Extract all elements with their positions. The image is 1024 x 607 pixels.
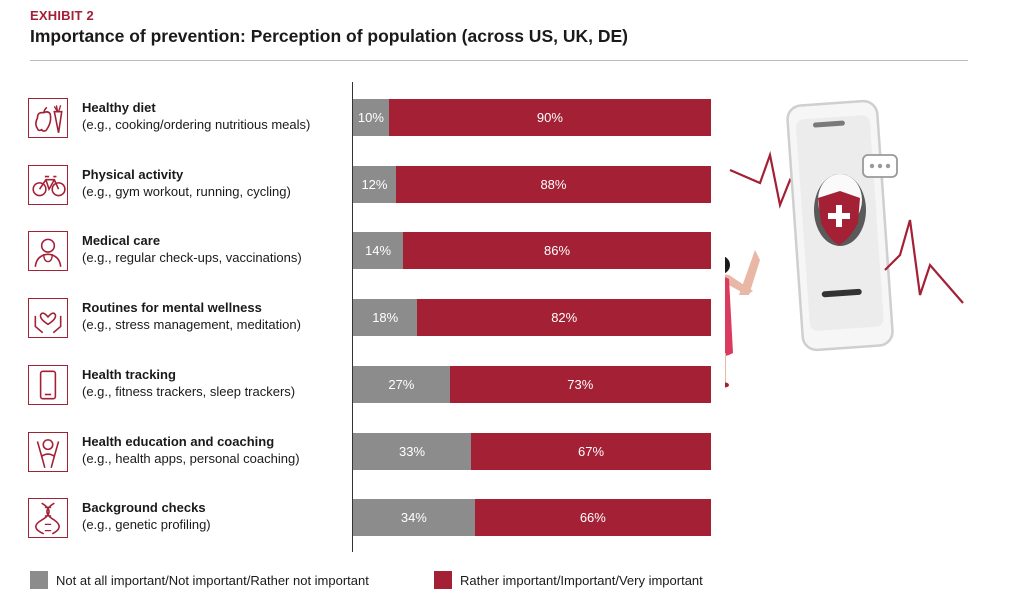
category-label: Background checks <box>82 500 206 516</box>
data-label-not-important: 34% <box>400 510 427 526</box>
bar-segment-not-important <box>353 365 450 403</box>
data-label-not-important: 27% <box>388 376 415 392</box>
bar-segment-important <box>474 499 711 537</box>
category-sublabel: (e.g., health apps, personal coaching) <box>82 450 300 466</box>
data-label-not-important: 33% <box>399 443 426 459</box>
category-sublabel: (e.g., genetic profiling) <box>82 517 211 533</box>
bar-segment-not-important <box>353 432 472 470</box>
data-label-important: 73% <box>567 376 594 392</box>
chart-row: Physical activity (e.g., gym workout, run… <box>0 163 720 205</box>
category-label: Health tracking <box>82 366 176 382</box>
page-title: Importance of prevention: Perception of … <box>30 26 628 46</box>
coach-icon <box>28 431 68 472</box>
phone-woman-illustration <box>703 95 970 400</box>
category-sublabel: (e.g., stress management, meditation) <box>82 317 301 333</box>
category-sublabel: (e.g., cooking/ordering nutritious meals… <box>82 117 311 132</box>
data-label-important: 88% <box>540 176 567 192</box>
data-label-important: 86% <box>544 243 571 259</box>
stacked-bar: 10% 90% <box>353 99 711 136</box>
chart-row: Healthy diet (e.g., cooking/ordering nutr… <box>0 96 720 138</box>
bar-segment-not-important <box>353 499 475 537</box>
legend-label-important: Rather important/Important/Very importan… <box>460 573 703 588</box>
bar-segment-important <box>388 99 711 136</box>
doctor-icon <box>28 231 68 272</box>
stacked-bar: 12% 88% <box>353 165 711 203</box>
category-sublabel: (e.g., regular check-ups, vaccinations) <box>82 250 302 266</box>
chart-row: Routines for mental wellness (e.g., stres… <box>0 296 720 339</box>
apple-carrot-icon <box>28 98 68 138</box>
data-label-not-important: 10% <box>357 110 384 125</box>
hands-heart-icon <box>28 298 68 339</box>
legend-swatch-red <box>434 571 452 589</box>
category-label: Medical care <box>82 233 161 249</box>
bar-segment-important <box>449 365 711 403</box>
chart-row: Health education and coaching (e.g., heal… <box>0 430 720 472</box>
smartphone-icon <box>28 364 68 405</box>
stacked-bar: 27% 73% <box>353 365 711 403</box>
chart-row: Background checks (e.g., genetic profilin… <box>0 496 720 539</box>
data-label-important: 90% <box>536 110 563 125</box>
category-sublabel: (e.g., fitness trackers, sleep trackers) <box>82 383 296 399</box>
data-label-important: 82% <box>551 310 578 326</box>
bar-segment-important <box>403 232 711 270</box>
bar-segment-not-important <box>353 232 404 270</box>
stacked-bar: 34% 66% <box>353 499 711 537</box>
exhibit-label: EXHIBIT 2 <box>30 8 94 23</box>
dna-icon <box>28 498 68 539</box>
title-divider <box>30 60 968 61</box>
chart-row: Health tracking (e.g., fitness trackers, … <box>0 363 720 405</box>
stacked-bar: 14% 86% <box>353 232 711 270</box>
category-label: Routines for mental wellness <box>82 300 262 316</box>
legend-label-not-important: Not at all important/Not important/Rathe… <box>56 573 369 588</box>
bicycle-icon <box>28 164 68 205</box>
bar-segment-important <box>471 432 711 470</box>
data-label-important: 66% <box>579 510 606 526</box>
bar-segment-not-important <box>353 299 418 337</box>
chart-row: Medical care (e.g., regular check-ups, va… <box>0 229 720 272</box>
data-label-not-important: 14% <box>365 243 392 259</box>
category-axis <box>352 82 353 552</box>
stacked-bar: 18% 82% <box>353 299 711 337</box>
category-label: Healthy diet <box>82 100 156 115</box>
data-label-important: 67% <box>578 443 605 459</box>
legend-swatch-gray <box>30 571 48 589</box>
bar-segment-not-important <box>353 99 389 136</box>
bar-segment-important <box>395 165 711 203</box>
category-sublabel: (e.g., gym workout, running, cycling) <box>82 183 291 199</box>
category-label: Physical activity <box>82 166 184 182</box>
bar-segment-not-important <box>353 165 396 203</box>
data-label-not-important: 12% <box>361 176 388 192</box>
category-label: Health education and coaching <box>82 433 275 449</box>
data-label-not-important: 18% <box>372 310 399 326</box>
bar-segment-important <box>417 299 711 337</box>
stacked-bar: 33% 67% <box>353 432 711 470</box>
